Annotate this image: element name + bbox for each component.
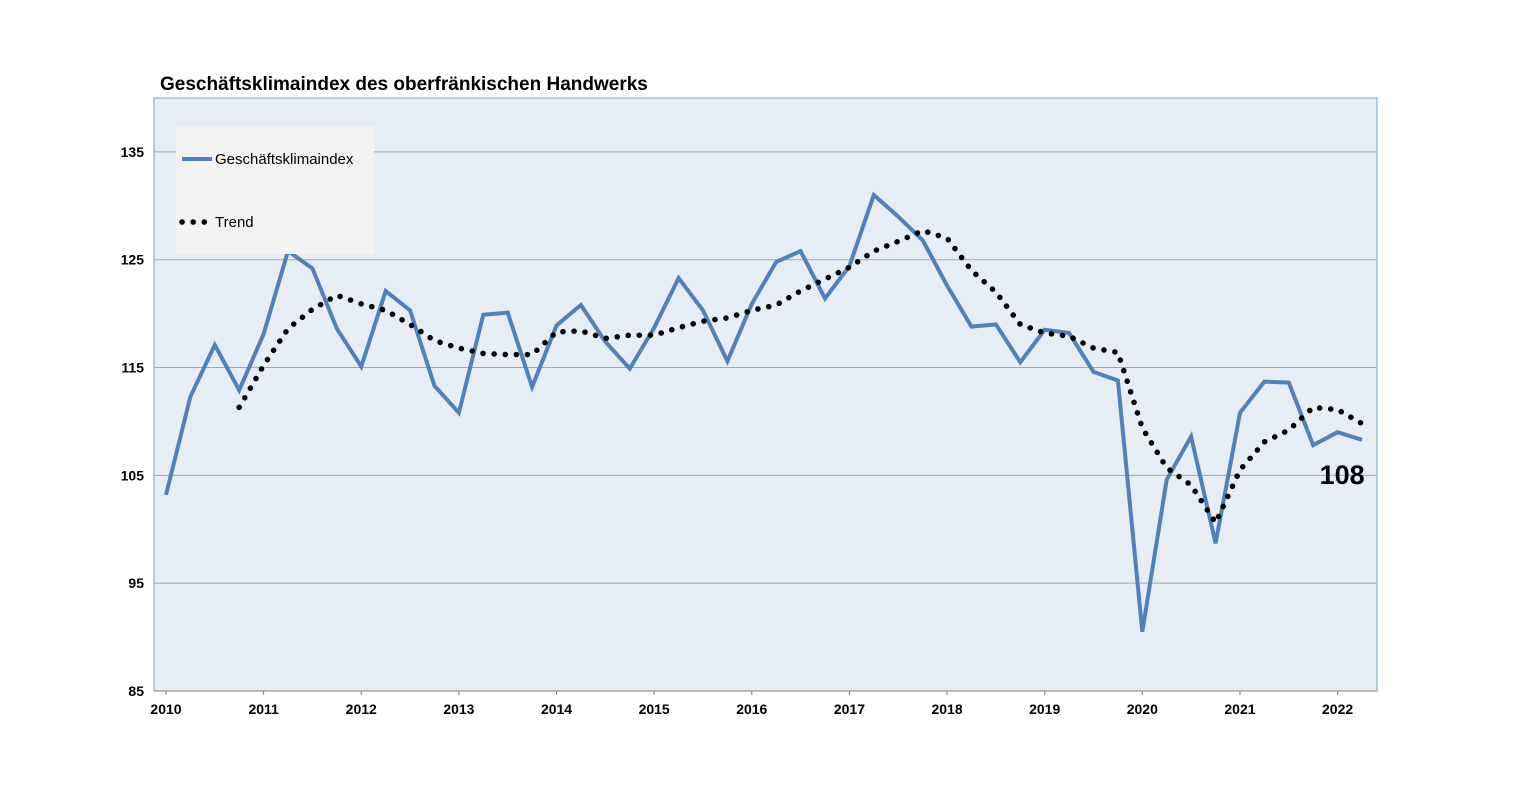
series-layer <box>164 191 1365 633</box>
x-tick-label: 2022 <box>1322 701 1353 717</box>
y-tick-label: 95 <box>128 575 144 591</box>
x-tick-label: 2014 <box>541 701 572 717</box>
x-tick-label: 2021 <box>1224 701 1255 717</box>
trend-line <box>236 227 1365 526</box>
axes: 85 95 105 115 125 135 2010 2011 2012 2013 2014 2015… <box>121 144 1377 717</box>
x-tick-label: 2019 <box>1029 701 1060 717</box>
x-tick-label: 2012 <box>346 701 377 717</box>
chart-title: Geschäftsklimaindex des oberfränkischen … <box>160 74 648 95</box>
latest-value-annotation: 108 <box>1320 460 1365 490</box>
index-line <box>164 191 1363 633</box>
x-tick-label: 2013 <box>443 701 474 717</box>
legend-label: Geschäftsklimaindex <box>215 151 354 168</box>
x-tick-label: 2015 <box>639 701 670 717</box>
y-tick-label: 135 <box>121 144 145 160</box>
y-tick-label: 115 <box>121 360 144 376</box>
x-tick-label: 2020 <box>1127 701 1158 717</box>
legend: Geschäftsklimaindex Trend <box>176 126 374 254</box>
x-tick-label: 2011 <box>248 701 279 717</box>
y-tick-label: 125 <box>121 252 145 268</box>
legend-background <box>176 126 374 254</box>
x-tick-label: 2017 <box>834 701 865 717</box>
x-tick-label: 2016 <box>736 701 767 717</box>
x-tick-label: 2010 <box>150 701 181 717</box>
legend-label: Trend <box>215 214 254 231</box>
x-tick-label: 2018 <box>931 701 962 717</box>
annotations: 108 <box>1320 460 1365 490</box>
y-tick-label: 85 <box>128 683 144 699</box>
y-tick-label: 105 <box>121 467 145 483</box>
